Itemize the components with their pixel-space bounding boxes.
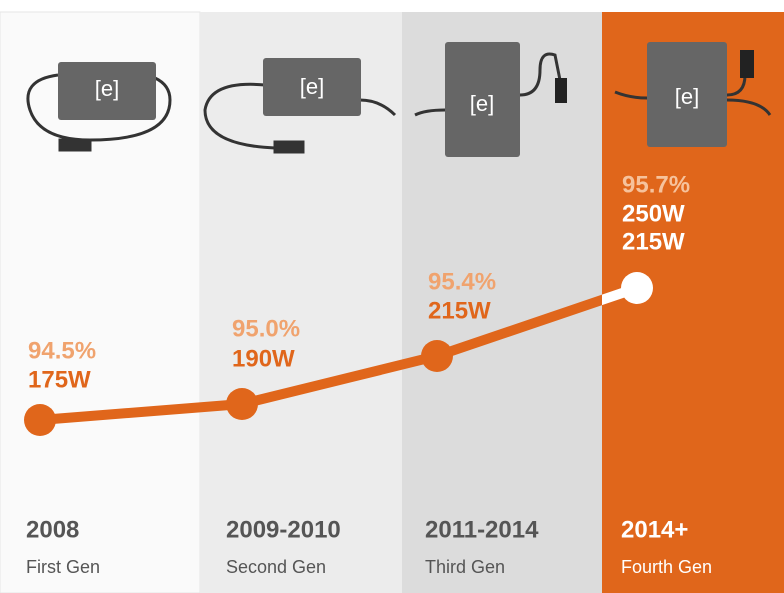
years: 2011-2014: [425, 516, 539, 543]
device-icon: [263, 58, 361, 116]
logo: [e]: [95, 76, 119, 101]
plug-icon: [740, 50, 754, 78]
generation: Third Gen: [425, 557, 505, 577]
device-icon: [445, 42, 520, 157]
point: [226, 388, 258, 420]
plug-icon: [555, 78, 567, 103]
generation: First Gen: [26, 557, 100, 577]
logo: [e]: [470, 91, 494, 116]
power: 215W: [428, 297, 491, 324]
years: 2009-2010: [226, 516, 341, 543]
efficiency: 94.5%: [28, 337, 96, 364]
power: 215W: [622, 228, 685, 255]
power: 250W: [622, 200, 685, 227]
logo: [e]: [675, 84, 699, 109]
trend-line: [39, 283, 639, 425]
device-icon: [647, 42, 727, 147]
years: 2014+: [621, 516, 688, 543]
generation: Fourth Gen: [621, 557, 712, 577]
power: 190W: [232, 345, 295, 372]
power: 175W: [28, 366, 91, 393]
device-icon: [58, 62, 156, 120]
point: [621, 272, 653, 304]
point: [24, 404, 56, 436]
efficiency: 95.7%: [622, 171, 690, 198]
efficiency: 95.4%: [428, 268, 496, 295]
years: 2008: [26, 516, 79, 543]
logo: [e]: [300, 74, 324, 99]
generation: Second Gen: [226, 557, 326, 577]
efficiency: 95.0%: [232, 315, 300, 342]
point: [421, 340, 453, 372]
